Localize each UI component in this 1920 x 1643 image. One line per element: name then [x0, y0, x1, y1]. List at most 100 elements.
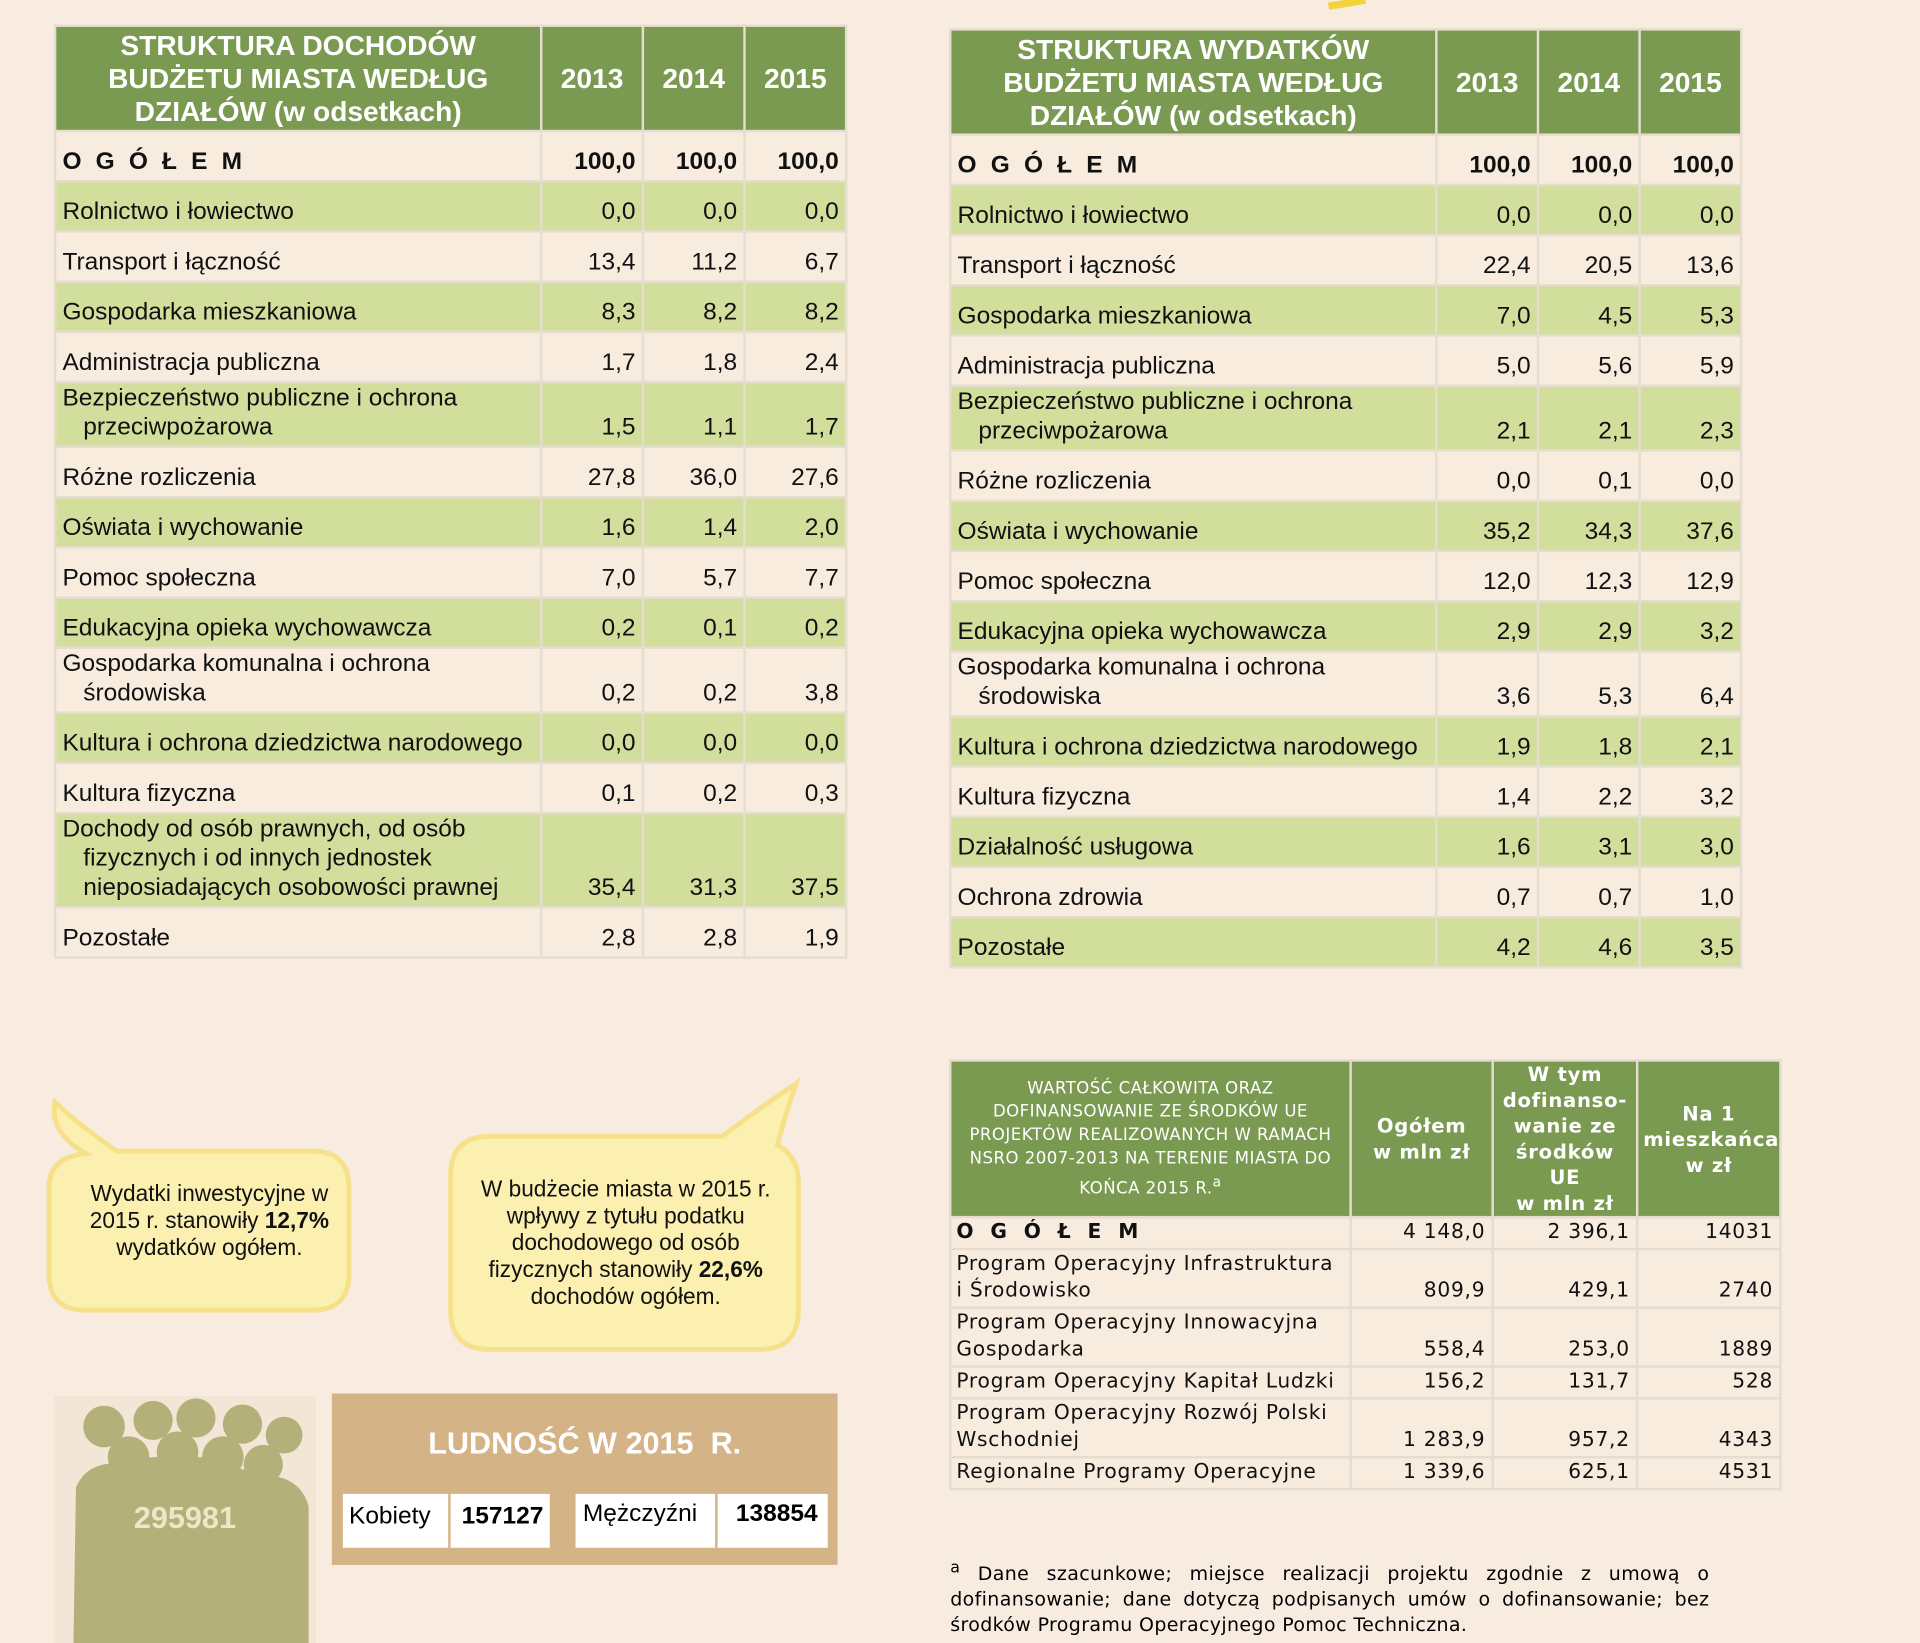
value-cell: 0,2 — [641, 646, 746, 714]
value-cell: 0,0 — [1536, 183, 1641, 237]
row-label: Transport i łączność — [948, 233, 1438, 287]
table-row: Ochrona zdrowia 0,7 0,7 1,0 — [948, 865, 1743, 919]
table-row: Pozostałe 2,8 2,8 1,9 — [53, 906, 848, 959]
row-label: Edukacyjna opieka wychowawcza — [53, 596, 543, 649]
row-label: Oświata i wychowanie — [53, 495, 543, 549]
table-row: Gospodarka komunalna i ochrona środowisk… — [948, 650, 1743, 718]
population-title: LUDNOŚĆ W 2015 R. — [428, 1426, 742, 1461]
year-header: 2013 — [1435, 28, 1540, 136]
row-label: Program Operacyjny Kapitał Ludzki — [948, 1365, 1352, 1400]
value-cell: 0,0 — [540, 711, 645, 765]
value-cell: 2,1 — [1435, 384, 1540, 452]
eu-table: WARTOŚĆ CAŁKOWITA ORAZ DOFINANSOWANIE ZE… — [948, 1059, 1782, 1491]
population-total: 295981 — [133, 1501, 236, 1536]
value-cell: 14031 — [1635, 1215, 1782, 1251]
table-row: Pomoc społeczna 12,0 12,3 12,9 — [948, 549, 1743, 603]
row-label: O G Ó Ł E M — [948, 133, 1438, 187]
row-label: Program Operacyjny Rozwój Polski Wschodn… — [948, 1397, 1352, 1459]
table-row: Pomoc społeczna 7,0 5,7 7,7 — [53, 546, 848, 599]
row-label: Bezpieczeństwo publiczne i ochrona przec… — [948, 384, 1438, 452]
table-row: Transport i łączność 13,4 11,2 6,7 — [53, 230, 848, 283]
value-cell: 100,0 — [540, 129, 645, 183]
table-row: Gospodarka komunalna i ochrona środowisk… — [53, 646, 848, 714]
value-cell: 2,2 — [1536, 765, 1641, 818]
value-cell: 100,0 — [641, 129, 746, 183]
footnote: a Dane szacunkowe; miejsce realizacji pr… — [950, 1555, 1709, 1638]
value-cell: 0,0 — [1435, 183, 1540, 237]
column-header: Ogółem w mln zł — [1349, 1059, 1494, 1219]
value-cell: 13,4 — [540, 230, 645, 283]
value-cell: 4343 — [1635, 1397, 1782, 1459]
value-cell: 809,9 — [1349, 1247, 1494, 1309]
row-label: Kultura fizyczna — [948, 765, 1438, 818]
value-cell: 0,1 — [641, 596, 746, 649]
value-cell: 2,1 — [1638, 715, 1743, 768]
value-cell: 253,0 — [1491, 1306, 1639, 1368]
value-cell: 5,3 — [1638, 284, 1743, 337]
value-cell: 5,9 — [1638, 334, 1743, 387]
value-cell: 5,3 — [1536, 650, 1641, 718]
value-cell: 7,7 — [743, 546, 848, 599]
row-label: Gospodarka komunalna i ochrona środowisk… — [53, 646, 543, 714]
value-cell: 1,0 — [1638, 865, 1743, 919]
table-row: Bezpieczeństwo publiczne i ochrona przec… — [948, 384, 1743, 452]
value-cell: 1 339,6 — [1349, 1455, 1494, 1491]
value-cell: 27,8 — [540, 445, 645, 499]
value-cell: 8,3 — [540, 280, 645, 334]
value-cell: 100,0 — [1536, 133, 1641, 187]
value-cell: 3,0 — [1638, 815, 1743, 869]
value-cell: 37,5 — [743, 811, 848, 909]
value-cell: 625,1 — [1491, 1455, 1639, 1491]
value-cell: 3,5 — [1638, 915, 1743, 969]
value-cell: 0,0 — [743, 180, 848, 233]
row-label: Transport i łączność — [53, 230, 543, 283]
year-header: 2015 — [1638, 28, 1743, 136]
table-row: Oświata i wychowanie 1,6 1,4 2,0 — [53, 495, 848, 549]
value-cell: 34,3 — [1536, 499, 1641, 553]
value-cell: 1,8 — [1536, 715, 1641, 768]
value-cell: 35,4 — [540, 811, 645, 909]
value-cell: 0,0 — [1638, 449, 1743, 503]
value-cell: 1,4 — [1435, 765, 1540, 818]
value-cell: 1,5 — [540, 380, 645, 449]
value-cell: 2,4 — [743, 330, 848, 384]
title-mark: a — [1212, 1173, 1222, 1190]
value-cell: 0,0 — [540, 180, 645, 233]
row-label: Gospodarka mieszkaniowa — [53, 280, 543, 334]
value-cell: 0,3 — [743, 761, 848, 815]
decor-stroke — [1328, 0, 1367, 10]
table-row: Różne rozliczenia 27,8 36,0 27,6 — [53, 445, 848, 499]
row-label: Regionalne Programy Operacyjne — [948, 1455, 1352, 1491]
value-cell: 100,0 — [1435, 133, 1540, 187]
value-cell: 2,9 — [1536, 600, 1641, 653]
value-cell: 1,6 — [1435, 815, 1540, 869]
value-cell: 2,3 — [1638, 384, 1743, 452]
value-cell: 0,0 — [1435, 449, 1540, 503]
row-label: Kultura fizyczna — [53, 761, 543, 815]
value: 157127 — [461, 1502, 544, 1530]
value-cell: 1,6 — [540, 495, 645, 549]
value-cell: 1,9 — [743, 906, 848, 959]
value-cell: 156,2 — [1349, 1365, 1494, 1400]
row-label: Administracja publiczna — [53, 330, 543, 384]
value-cell: 1,7 — [743, 380, 848, 449]
table-row: Rolnictwo i łowiectwo 0,0 0,0 0,0 — [53, 180, 848, 233]
row-label: Pozostałe — [948, 915, 1438, 969]
value-cell: 2740 — [1635, 1247, 1782, 1309]
value-cell: 3,2 — [1638, 765, 1743, 818]
row-label: Ochrona zdrowia — [948, 865, 1438, 919]
value-cell: 957,2 — [1491, 1397, 1639, 1459]
table-row: Transport i łączność 22,4 20,5 13,6 — [948, 233, 1743, 287]
value-cell: 13,6 — [1638, 233, 1743, 287]
value-cell: 0,7 — [1536, 865, 1641, 919]
table-row: Administracja publiczna 5,0 5,6 5,9 — [948, 334, 1743, 387]
value-cell: 27,6 — [743, 445, 848, 499]
row-label: Pomoc społeczna — [948, 549, 1438, 603]
bubble-shape — [448, 1077, 801, 1352]
value-cell: 0,2 — [540, 596, 645, 649]
header-row: STRUKTURA DOCHODÓW BUDŻETU MIASTA WEDŁUG… — [53, 24, 848, 133]
table-title: STRUKTURA WYDATKÓW BUDŻETU MIASTA WEDŁUG… — [948, 28, 1438, 136]
value-cell: 1,9 — [1435, 715, 1540, 768]
value-cell: 7,0 — [1435, 284, 1540, 337]
people-silhouette — [73, 1398, 309, 1643]
